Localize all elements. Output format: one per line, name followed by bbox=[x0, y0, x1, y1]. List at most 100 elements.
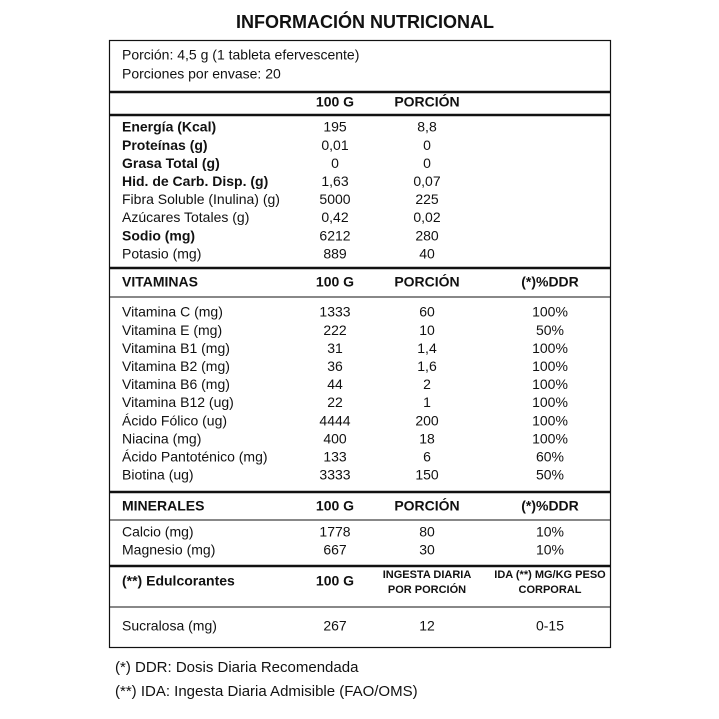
cell-value: 10% bbox=[536, 542, 564, 558]
row-label: Grasa Total (g) bbox=[122, 155, 220, 171]
footnote: (*) DDR: Dosis Diaria Recomendada bbox=[115, 659, 359, 676]
cell-value: 195 bbox=[323, 119, 347, 135]
row-label: Vitamina C (mg) bbox=[122, 304, 223, 320]
cell-value: 889 bbox=[323, 245, 347, 261]
cell-value: 0,07 bbox=[413, 173, 440, 189]
column-header: MINERALES bbox=[122, 498, 204, 514]
column-header: POR PORCIÓN bbox=[388, 583, 466, 596]
row-label: Calcio (mg) bbox=[122, 524, 194, 540]
cell-value: 8,8 bbox=[417, 119, 437, 135]
cell-value: 267 bbox=[323, 618, 347, 634]
row-label: Potasio (mg) bbox=[122, 245, 201, 261]
row-label: Vitamina E (mg) bbox=[122, 322, 222, 338]
row-label: Sucralosa (mg) bbox=[122, 618, 217, 634]
cell-value: 0,01 bbox=[321, 137, 348, 153]
cell-value: 12 bbox=[419, 618, 435, 634]
cell-value: 50% bbox=[536, 322, 564, 338]
cell-value: 222 bbox=[323, 322, 347, 338]
column-header: 100 G bbox=[316, 94, 354, 110]
cell-value: 6212 bbox=[319, 227, 350, 243]
row-label: Vitamina B2 (mg) bbox=[122, 358, 230, 374]
table-border bbox=[108, 39, 612, 649]
row-label: Magnesio (mg) bbox=[122, 542, 215, 558]
cell-value: 225 bbox=[415, 191, 439, 207]
cell-value: 5000 bbox=[319, 191, 350, 207]
column-header: (*)%DDR bbox=[521, 274, 579, 290]
row-label: Vitamina B12 (ug) bbox=[122, 394, 234, 410]
cell-value: 40 bbox=[419, 245, 435, 261]
footnote: (**) IDA: Ingesta Diaria Admisible (FAO/… bbox=[115, 683, 418, 700]
cell-value: 0 bbox=[331, 155, 339, 171]
cell-value: 3333 bbox=[319, 467, 350, 483]
cell-value: 60 bbox=[419, 304, 435, 320]
cell-value: 30 bbox=[419, 542, 435, 558]
cell-value: 22 bbox=[327, 394, 343, 410]
cell-value: 10 bbox=[419, 322, 435, 338]
cell-value: 1,63 bbox=[321, 173, 348, 189]
column-header: (**) Edulcorantes bbox=[122, 573, 235, 589]
column-header: CORPORAL bbox=[519, 584, 582, 596]
row-label: Ácido Pantoténico (mg) bbox=[122, 449, 268, 465]
cell-value: 1333 bbox=[319, 304, 350, 320]
cell-value: 2 bbox=[423, 376, 431, 392]
serving-size: Porción: 4,5 g (1 tableta efervescente) bbox=[122, 47, 359, 63]
cell-value: 0,02 bbox=[413, 209, 440, 225]
cell-value: 200 bbox=[415, 412, 439, 428]
cell-value: 80 bbox=[419, 524, 435, 540]
cell-value: 100% bbox=[532, 376, 568, 392]
row-label: Fibra Soluble (Inulina) (g) bbox=[122, 191, 280, 207]
cell-value: 6 bbox=[423, 449, 431, 465]
row-label: Hid. de Carb. Disp. (g) bbox=[122, 173, 268, 189]
cell-value: 0,42 bbox=[321, 209, 348, 225]
cell-value: 100% bbox=[532, 304, 568, 320]
cell-value: 1778 bbox=[319, 524, 350, 540]
title: INFORMACIÓN NUTRICIONAL bbox=[236, 11, 494, 32]
cell-value: 100% bbox=[532, 358, 568, 374]
cell-value: 0 bbox=[423, 155, 431, 171]
cell-value: 667 bbox=[323, 542, 347, 558]
row-label: Azúcares Totales (g) bbox=[122, 209, 249, 225]
cell-value: 100% bbox=[532, 412, 568, 428]
cell-value: 100% bbox=[532, 340, 568, 356]
column-header: 100 G bbox=[316, 274, 354, 290]
cell-value: 280 bbox=[415, 227, 439, 243]
cell-value: 400 bbox=[323, 430, 347, 446]
column-header: (*)%DDR bbox=[521, 498, 579, 514]
row-label: Ácido Fólico (ug) bbox=[122, 412, 227, 428]
column-header: PORCIÓN bbox=[394, 497, 459, 514]
column-header: IDA (**) MG/KG PESO bbox=[494, 569, 606, 581]
servings-per-container: Porciones por envase: 20 bbox=[122, 66, 281, 82]
column-header: PORCIÓN bbox=[394, 273, 459, 290]
rules bbox=[109, 90, 611, 608]
cell-value: 0-15 bbox=[536, 618, 564, 634]
cell-value: 1,6 bbox=[417, 358, 437, 374]
cell-value: 100% bbox=[532, 394, 568, 410]
row-label: Vitamina B1 (mg) bbox=[122, 340, 230, 356]
cell-value: 44 bbox=[327, 376, 343, 392]
row-label: Biotina (ug) bbox=[122, 467, 194, 483]
cell-value: 4444 bbox=[319, 412, 350, 428]
row-label: Energía (Kcal) bbox=[122, 119, 216, 135]
cell-value: 1 bbox=[423, 394, 431, 410]
cell-value: 150 bbox=[415, 467, 439, 483]
cell-value: 10% bbox=[536, 524, 564, 540]
cell-value: 31 bbox=[327, 340, 343, 356]
row-label: Sodio (mg) bbox=[122, 227, 195, 243]
column-header: 100 G bbox=[316, 573, 354, 589]
cell-value: 36 bbox=[327, 358, 343, 374]
cell-value: 0 bbox=[423, 137, 431, 153]
cell-value: 133 bbox=[323, 449, 347, 465]
row-label: Niacina (mg) bbox=[122, 430, 201, 446]
row-label: Proteínas (g) bbox=[122, 137, 208, 153]
cell-value: 100% bbox=[532, 430, 568, 446]
cell-value: 50% bbox=[536, 467, 564, 483]
row-label: Vitamina B6 (mg) bbox=[122, 376, 230, 392]
column-header: 100 G bbox=[316, 498, 354, 514]
column-header: PORCIÓN bbox=[394, 93, 459, 110]
column-header: VITAMINAS bbox=[122, 274, 198, 290]
cell-value: 1,4 bbox=[417, 340, 437, 356]
cell-value: 60% bbox=[536, 449, 564, 465]
column-header: INGESTA DIARIA bbox=[383, 569, 472, 581]
